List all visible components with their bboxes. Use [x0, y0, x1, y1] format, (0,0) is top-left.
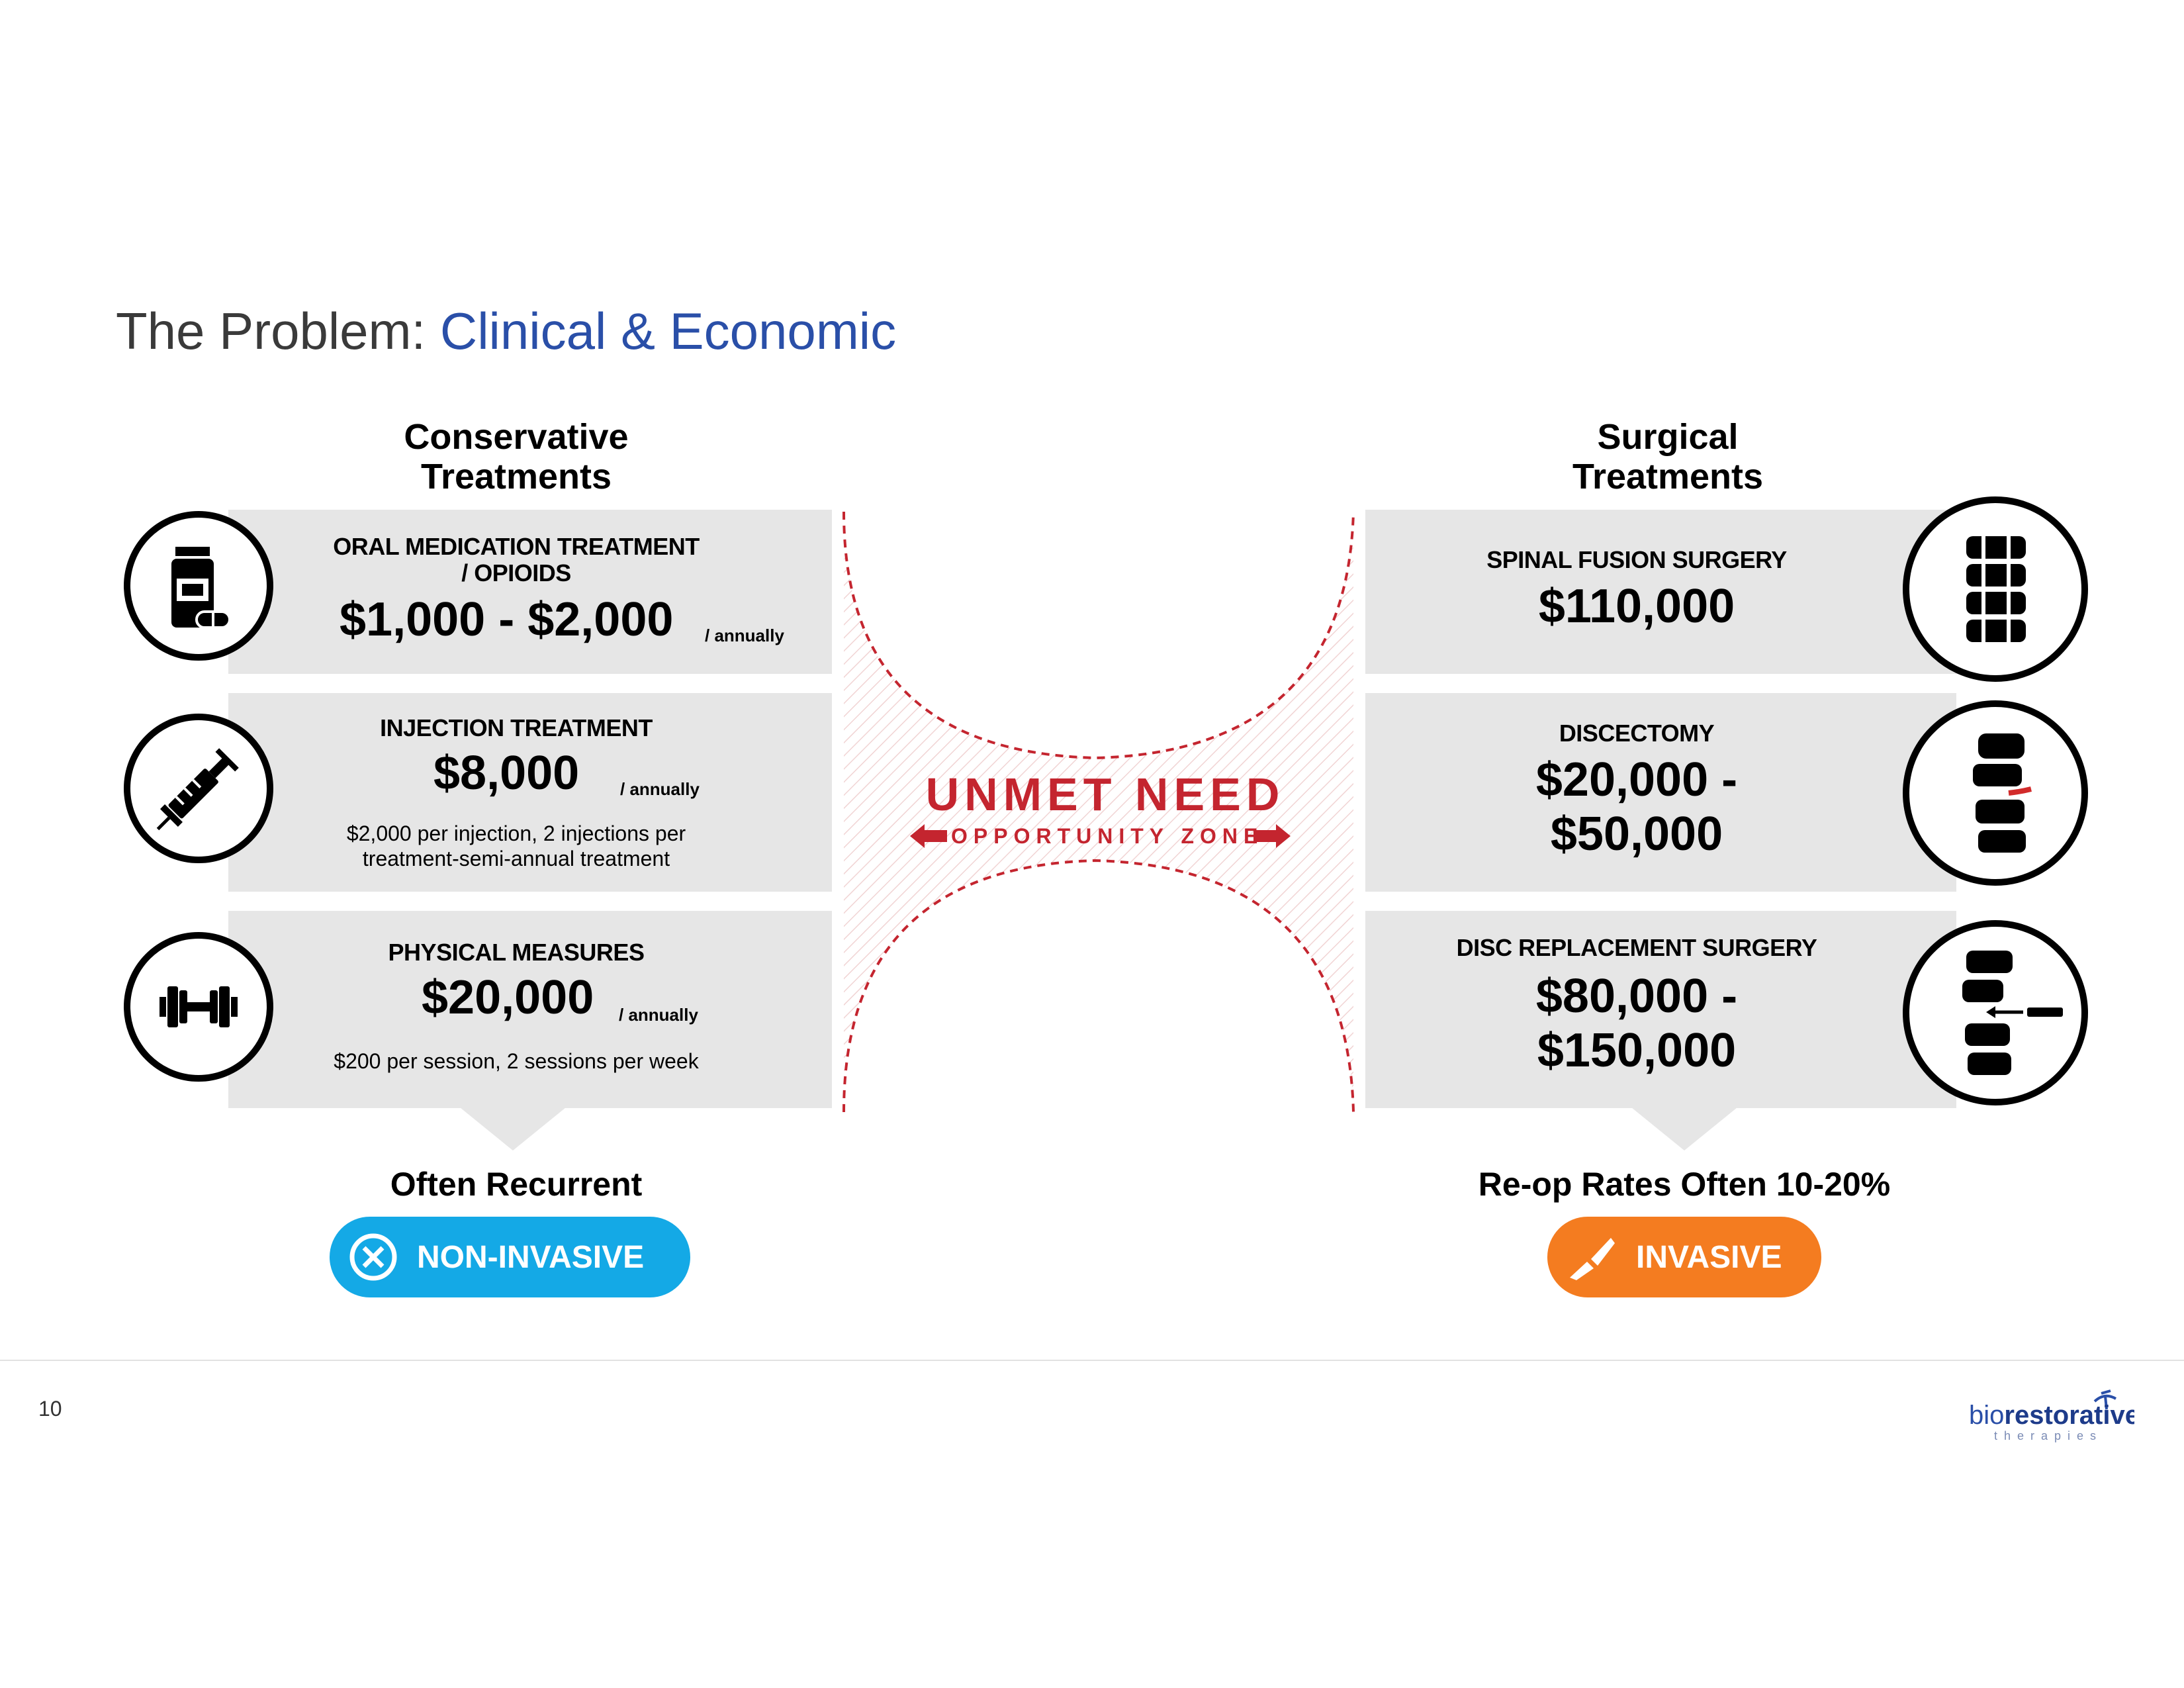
- spinal-fusion-card: SPINAL FUSION SURGERY $110,000: [1365, 510, 1956, 674]
- conservative-footer-heading: Often Recurrent: [390, 1166, 643, 1203]
- non-invasive-badge: NON-INVASIVE: [330, 1217, 690, 1297]
- spine-disc-icon: [1903, 700, 2088, 886]
- title-prefix: The Problem:: [116, 302, 440, 360]
- card-caption: PHYSICAL MEASURES: [388, 939, 645, 966]
- syringe-icon: [124, 714, 273, 863]
- title-accent: Clinical & Economic: [439, 302, 897, 360]
- page-number: 10: [38, 1397, 62, 1421]
- card-caption: SPINAL FUSION SURGERY: [1486, 546, 1787, 573]
- oral-medication-card: ORAL MEDICATION TREATMENT / OPIOIDS $1,0…: [228, 510, 832, 674]
- page-title: The Problem: Clinical & Economic: [116, 301, 896, 361]
- invasive-badge: INVASIVE: [1547, 1217, 1821, 1297]
- surgical-heading-line1: Surgical: [1597, 417, 1739, 457]
- card-price-line2: $150,000: [1537, 1024, 1737, 1077]
- card-price: $110,000: [1538, 580, 1735, 633]
- unmet-need-headline: UNMET NEED: [925, 769, 1285, 820]
- card-caption: INJECTION TREATMENT: [380, 714, 653, 741]
- callout-pointer: [1631, 1107, 1737, 1150]
- conservative-heading-line1: Conservative: [404, 417, 629, 457]
- card-caption: DISC REPLACEMENT SURGERY: [1456, 934, 1817, 961]
- company-logo: biorestorative therapies: [1969, 1387, 2140, 1450]
- card-note-line2: treatment-semi-annual treatment: [362, 847, 670, 870]
- card-note: $200 per session, 2 sessions per week: [334, 1049, 699, 1073]
- x-circle-icon: [349, 1233, 397, 1281]
- card-per-period: / annually: [705, 626, 784, 645]
- card-price: $8,000: [433, 747, 580, 800]
- card-caption: ORAL MEDICATION TREATMENT: [333, 533, 700, 560]
- scalpel-icon: [1570, 1238, 1615, 1280]
- card-per-period: / annually: [620, 779, 700, 799]
- opportunity-zone-label: OPPORTUNITY ZONE: [951, 824, 1264, 848]
- card-price: $20,000 -: [1535, 753, 1738, 806]
- arrow-left-icon: [910, 824, 947, 848]
- card-per-period: / annually: [619, 1005, 698, 1025]
- svg-text:biorestorative: biorestorative: [1969, 1401, 2134, 1430]
- card-price: $80,000 -: [1535, 970, 1738, 1023]
- spine-replacement-icon: [1903, 920, 2088, 1105]
- card-caption-line2: / OPIOIDS: [461, 559, 571, 586]
- footer-divider: [0, 1360, 2184, 1361]
- physical-measures-card: PHYSICAL MEASURES $20,000 / annually $20…: [228, 911, 832, 1108]
- spine-fusion-icon: [1903, 496, 2088, 682]
- card-caption: DISCECTOMY: [1559, 720, 1715, 747]
- conservative-heading-line2: Treatments: [420, 457, 612, 496]
- card-price-line2: $50,000: [1550, 808, 1723, 861]
- surgical-heading-line2: Treatments: [1572, 457, 1764, 496]
- card-price: $20,000: [422, 971, 594, 1024]
- card-note: $2,000 per injection, 2 injections per: [346, 821, 686, 845]
- conservative-heading: Conservative Treatments: [318, 417, 715, 496]
- svg-text:therapies: therapies: [1994, 1429, 2103, 1442]
- non-invasive-label: NON-INVASIVE: [417, 1240, 645, 1275]
- pill-bottle-icon: [124, 511, 273, 661]
- injection-card: INJECTION TREATMENT $8,000 / annually $2…: [228, 693, 832, 892]
- opportunity-zone-graphic: [842, 511, 1355, 1112]
- discectomy-card: DISCECTOMY $20,000 - $50,000: [1365, 693, 1956, 892]
- callout-pointer: [460, 1107, 566, 1150]
- arrow-right-icon: [1253, 824, 1291, 848]
- disc-replacement-card: DISC REPLACEMENT SURGERY $80,000 - $150,…: [1365, 911, 1956, 1108]
- dumbbell-icon: [124, 932, 273, 1082]
- card-price: $1,000 - $2,000: [340, 593, 674, 646]
- surgical-heading: Surgical Treatments: [1469, 417, 1866, 496]
- surgical-footer-heading: Re-op Rates Often 10-20%: [1478, 1166, 1891, 1203]
- invasive-label: INVASIVE: [1636, 1240, 1782, 1275]
- opportunity-zone-row: OPPORTUNITY ZONE: [910, 823, 1291, 849]
